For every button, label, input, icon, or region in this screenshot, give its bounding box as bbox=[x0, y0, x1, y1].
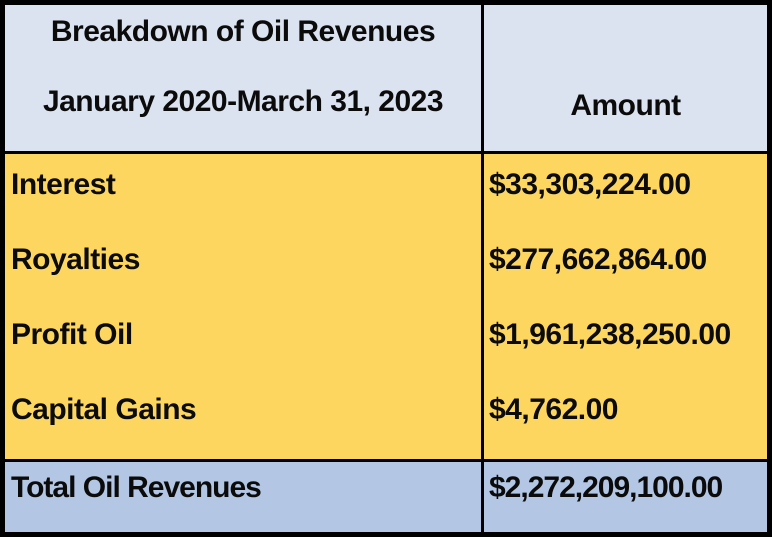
table-title-line2: January 2020-March 31, 2023 bbox=[42, 85, 444, 118]
row-label-profit-oil: Profit Oil bbox=[11, 318, 133, 351]
total-row-amount: $2,272,209,100.00 bbox=[489, 471, 723, 504]
table-header-amount-cell: Amount bbox=[484, 5, 767, 151]
table-title-line1: Breakdown of Oil Revenues bbox=[50, 15, 436, 48]
amount-column: $33,303,224.00 $277,662,864.00 $1,961,23… bbox=[484, 154, 767, 459]
row-amount-interest: $33,303,224.00 bbox=[489, 168, 691, 201]
row-label-capital-gains: Capital Gains bbox=[11, 393, 197, 426]
row-label-interest: Interest bbox=[11, 168, 116, 201]
row-amount-capital-gains: $4,762.00 bbox=[489, 393, 618, 426]
category-column: Interest Royalties Profit Oil Capital Ga… bbox=[5, 154, 481, 459]
row-amount-profit-oil: $1,961,238,250.00 bbox=[489, 318, 731, 351]
row-amount-royalties: $277,662,864.00 bbox=[489, 243, 707, 276]
row-label-royalties: Royalties bbox=[11, 243, 140, 276]
total-row-label: Total Oil Revenues bbox=[11, 471, 262, 504]
total-amount-cell: $2,272,209,100.00 bbox=[484, 462, 767, 532]
table-header-title-cell: Breakdown of Oil Revenues January 2020-M… bbox=[5, 5, 481, 151]
total-label-cell: Total Oil Revenues bbox=[5, 462, 481, 532]
amount-column-header: Amount bbox=[570, 89, 681, 122]
